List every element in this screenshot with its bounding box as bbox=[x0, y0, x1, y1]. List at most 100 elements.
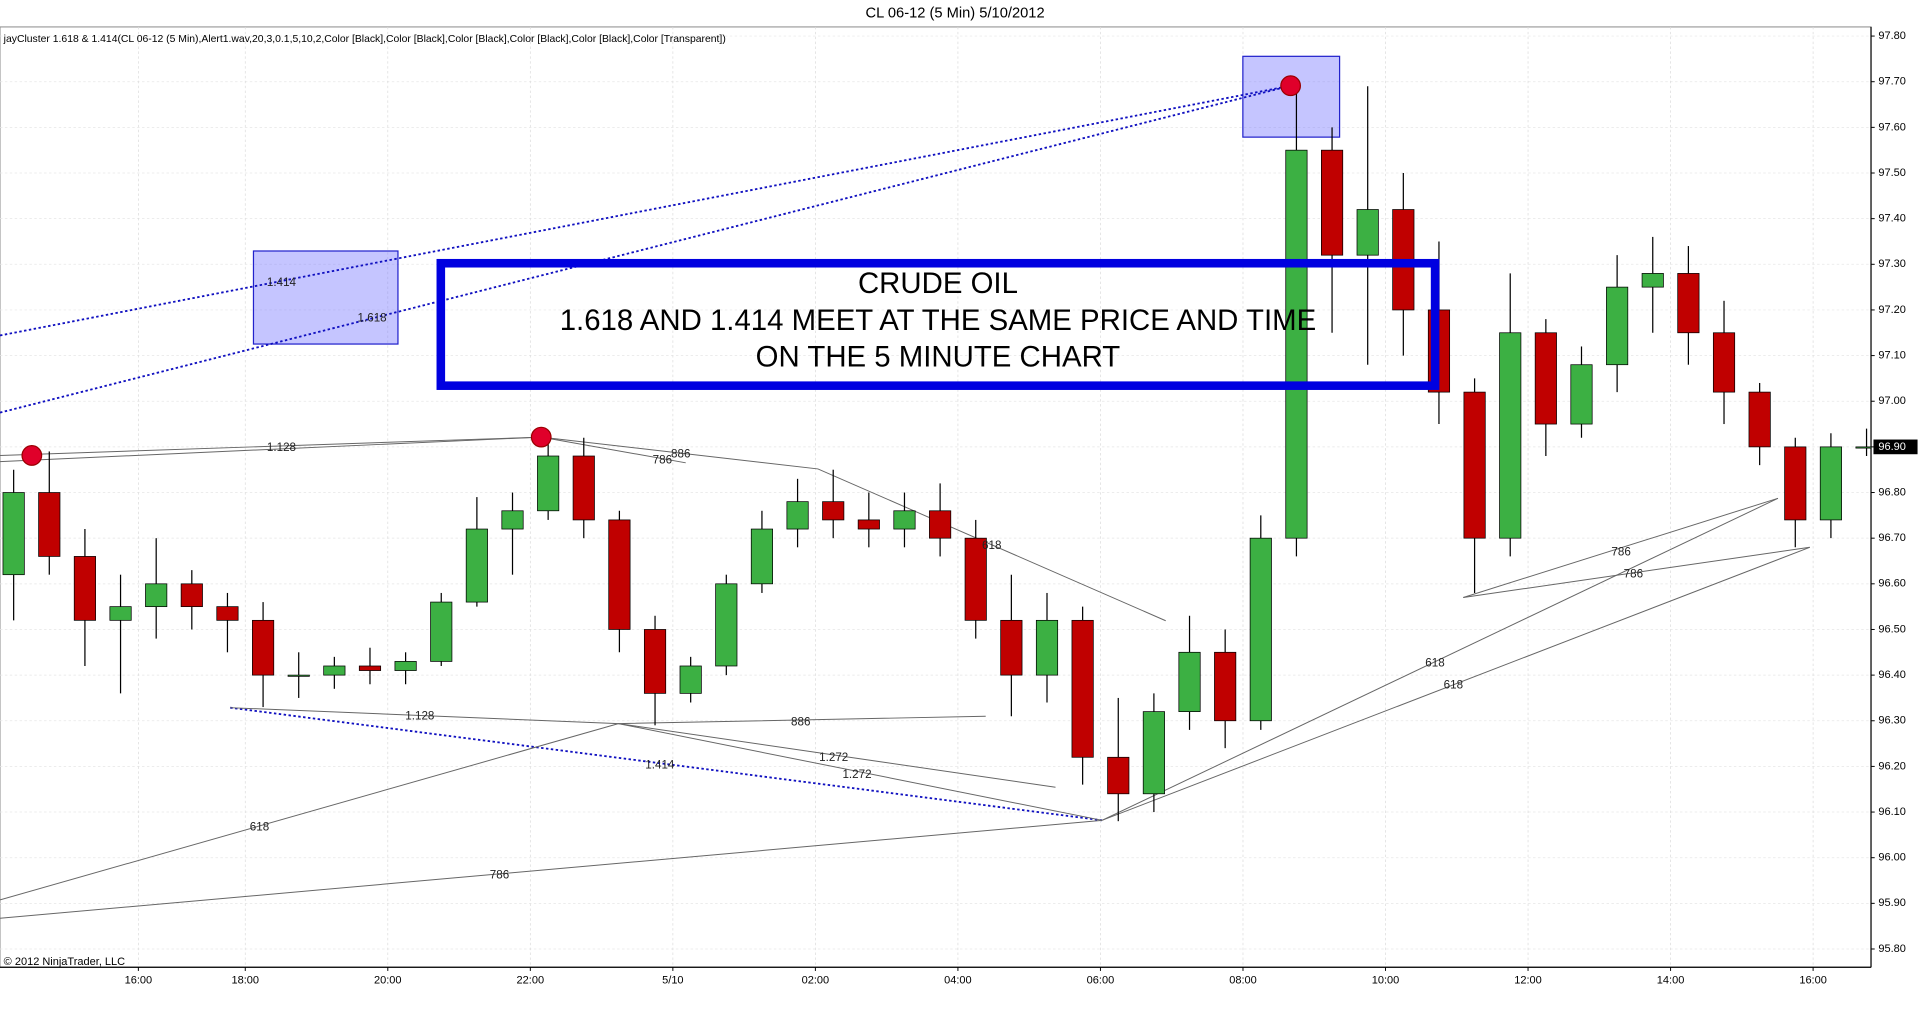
candle-body bbox=[1748, 391, 1771, 448]
candle-body bbox=[608, 519, 631, 630]
fib-label: 1.618 bbox=[358, 311, 387, 324]
fib-line bbox=[618, 723, 1056, 788]
last-price-label: 96.90 bbox=[1878, 441, 1906, 453]
y-tick-label: 97.40 bbox=[1878, 213, 1906, 225]
x-tick-label: 02:00 bbox=[802, 975, 830, 987]
candle-body bbox=[929, 510, 952, 539]
chart-title: CL 06-12 (5 Min) 5/10/2012 bbox=[866, 5, 1045, 21]
y-tick-label: 97.80 bbox=[1878, 30, 1906, 42]
fib-label: 786 bbox=[653, 453, 672, 466]
fib-label: 1.272 bbox=[819, 751, 848, 764]
fib-label: 886 bbox=[791, 715, 810, 728]
fib-label: 1.128 bbox=[405, 709, 434, 722]
y-tick-label: 97.30 bbox=[1878, 258, 1906, 270]
candle-body bbox=[1570, 364, 1593, 425]
candle-body bbox=[786, 501, 809, 530]
candle-body bbox=[1677, 273, 1700, 334]
x-tick-label: 10:00 bbox=[1372, 975, 1400, 987]
y-tick-label: 96.30 bbox=[1878, 715, 1906, 727]
candle-body bbox=[1071, 619, 1094, 758]
fib-label: 1.414 bbox=[267, 276, 297, 289]
y-tick-label: 96.40 bbox=[1878, 669, 1906, 681]
candle-body bbox=[1712, 332, 1736, 393]
y-tick-label: 96.80 bbox=[1878, 486, 1906, 498]
y-tick-label: 96.00 bbox=[1878, 852, 1906, 864]
y-tick-label: 97.50 bbox=[1878, 167, 1906, 179]
candle-body bbox=[38, 492, 61, 557]
x-tick-label: 08:00 bbox=[1229, 975, 1257, 987]
fib-label: 886 bbox=[671, 447, 690, 460]
y-tick-label: 96.10 bbox=[1878, 806, 1906, 818]
candle-body bbox=[287, 674, 310, 677]
y-tick-label: 97.60 bbox=[1878, 121, 1906, 133]
candle-body bbox=[430, 601, 453, 662]
annotation-box bbox=[436, 258, 1440, 390]
fib-line bbox=[0, 84, 1291, 414]
candle-body bbox=[1249, 537, 1272, 722]
fib-label: 786 bbox=[1611, 545, 1630, 558]
y-tick-label: 95.90 bbox=[1878, 897, 1906, 909]
fib-line bbox=[0, 819, 1103, 919]
x-tick-label: 20:00 bbox=[374, 975, 402, 987]
fib-line bbox=[1101, 546, 1810, 821]
copyright: © 2012 NinjaTrader, LLC bbox=[4, 956, 125, 968]
fib-label: 618 bbox=[1425, 657, 1444, 670]
candle-body bbox=[1000, 619, 1023, 676]
candle-body bbox=[1641, 273, 1664, 288]
fib-line bbox=[541, 436, 1166, 622]
annotation-text: 1.618 AND 1.414 MEET AT THE SAME PRICE A… bbox=[560, 304, 1316, 337]
candle-body bbox=[1142, 711, 1165, 795]
candle-body bbox=[1356, 209, 1379, 256]
fib-line bbox=[0, 84, 1291, 337]
y-tick-label: 96.70 bbox=[1878, 532, 1906, 544]
candle-body bbox=[252, 619, 275, 676]
fib-label: 618 bbox=[1444, 679, 1463, 692]
pivot-dot bbox=[530, 426, 552, 448]
candle-body bbox=[1178, 651, 1201, 712]
x-tick-label: 5/10 bbox=[662, 975, 683, 987]
candle-body bbox=[1855, 446, 1872, 449]
candle-body bbox=[1285, 149, 1308, 539]
candle-body bbox=[1499, 332, 1522, 539]
candle-body bbox=[572, 455, 595, 521]
fib-label: 618 bbox=[250, 821, 269, 834]
y-tick-label: 97.20 bbox=[1878, 304, 1906, 316]
candle-body bbox=[358, 665, 382, 671]
candle-body bbox=[73, 556, 96, 621]
candle-body bbox=[1463, 391, 1486, 539]
y-tick-label: 97.00 bbox=[1878, 395, 1906, 407]
x-tick-label: 22:00 bbox=[517, 975, 545, 987]
annotation-text: ON THE 5 MINUTE CHART bbox=[756, 341, 1121, 374]
candle-body bbox=[323, 665, 346, 676]
candle-body bbox=[216, 606, 239, 621]
indicator-label: jayCluster 1.618 & 1.414(CL 06-12 (5 Min… bbox=[3, 34, 726, 45]
fib-line bbox=[0, 436, 542, 456]
candle-body bbox=[394, 661, 417, 671]
y-tick-label: 96.60 bbox=[1878, 578, 1906, 590]
candle-body bbox=[964, 537, 987, 621]
candle-body bbox=[1035, 619, 1059, 676]
candle-body bbox=[1606, 286, 1629, 366]
candle-body bbox=[822, 501, 845, 521]
y-tick-label: 96.50 bbox=[1878, 623, 1906, 635]
candle-body bbox=[1107, 756, 1130, 795]
x-tick-label: 18:00 bbox=[231, 975, 259, 987]
candle-body bbox=[1214, 651, 1237, 722]
y-tick-label: 96.20 bbox=[1878, 760, 1906, 772]
fib-line bbox=[0, 436, 542, 463]
y-tick-label: 97.10 bbox=[1878, 349, 1906, 361]
drawing-tools bbox=[0, 55, 1810, 919]
candle-body bbox=[1321, 149, 1344, 256]
fib-line bbox=[618, 723, 1103, 821]
fib-label: 1.414 bbox=[645, 758, 675, 771]
candle-body bbox=[465, 528, 488, 603]
fib-line bbox=[0, 723, 619, 901]
candle-body bbox=[857, 519, 880, 530]
pivot-dot bbox=[1280, 75, 1302, 97]
x-tick-label: 16:00 bbox=[125, 975, 153, 987]
candle-body bbox=[750, 528, 773, 585]
target-zone bbox=[252, 250, 399, 345]
